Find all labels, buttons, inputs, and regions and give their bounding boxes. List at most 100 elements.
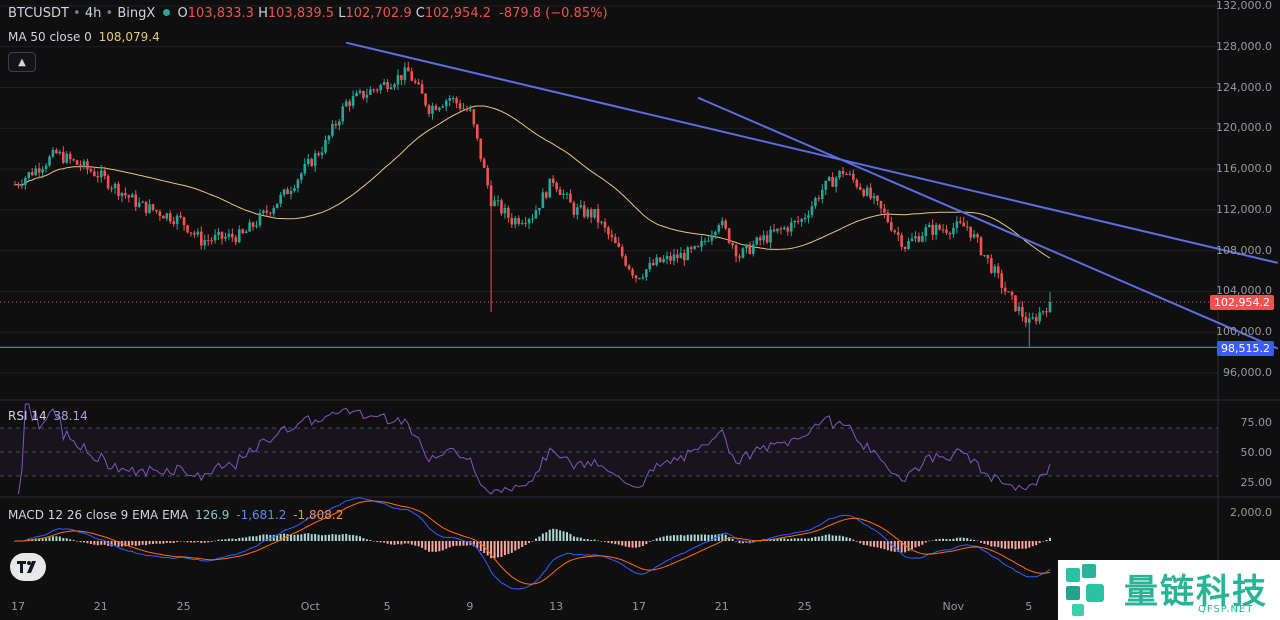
- candle-body: [441, 106, 445, 108]
- macd-histogram-bar: [162, 541, 165, 544]
- candle: [417, 78, 420, 86]
- macd-histogram-bar: [900, 541, 903, 553]
- macd-histogram-bar: [76, 541, 79, 542]
- candle-body: [272, 208, 276, 214]
- candle: [610, 229, 614, 242]
- ma-legend[interactable]: MA 50 close 0 108,079.4: [8, 30, 160, 44]
- candle: [186, 224, 189, 234]
- candle-body: [752, 244, 755, 254]
- candle: [172, 216, 175, 227]
- candle-body: [303, 163, 307, 174]
- macd-histogram-bar: [579, 537, 582, 541]
- candle: [814, 196, 817, 209]
- candle-body: [13, 184, 17, 186]
- candle: [783, 225, 786, 231]
- rsi-legend[interactable]: RSI 14 38.14: [8, 409, 88, 423]
- legend-header: BTCUSDT • 4h • BingX O103,833.3 H103,839…: [8, 6, 608, 21]
- candle-body: [131, 194, 134, 198]
- candle: [869, 183, 872, 200]
- macd-histogram-bar: [1024, 541, 1027, 549]
- macd-histogram-bar: [990, 541, 993, 547]
- macd-histogram-bar: [238, 537, 241, 541]
- macd-histogram-bar: [955, 537, 958, 541]
- macd-histogram-bar: [89, 541, 92, 544]
- candle-body: [58, 151, 62, 154]
- candle: [82, 159, 86, 170]
- separator: •: [105, 6, 114, 21]
- candle-body: [24, 177, 27, 185]
- macd-histogram-bar: [221, 539, 223, 541]
- candle: [517, 215, 520, 227]
- candle: [538, 207, 541, 215]
- macd-histogram-bar: [652, 540, 655, 541]
- candle-body: [379, 84, 382, 91]
- candle-body: [434, 105, 438, 110]
- macd-histogram-bar: [376, 541, 379, 542]
- candle-body: [75, 160, 79, 165]
- candle-body: [82, 161, 86, 167]
- candle-body: [910, 238, 914, 241]
- candle: [986, 254, 990, 264]
- macd-histogram-bar: [662, 536, 665, 541]
- watermark-brand: 量链科技: [1124, 572, 1268, 612]
- candle-body: [607, 227, 610, 235]
- candle: [13, 180, 17, 186]
- candle: [455, 96, 458, 109]
- candle-body: [72, 159, 75, 161]
- macd-histogram-bar: [907, 541, 910, 551]
- interval[interactable]: 4h: [84, 6, 102, 21]
- candle: [631, 267, 634, 279]
- candle: [327, 134, 331, 145]
- tradingview-logo[interactable]: [10, 553, 46, 581]
- candle-body: [231, 233, 234, 238]
- macd-histogram-bar: [569, 533, 572, 541]
- candle: [86, 158, 89, 175]
- candle-body: [127, 195, 131, 198]
- candle-body: [217, 231, 220, 235]
- candle: [931, 219, 934, 241]
- macd-histogram-bar: [700, 534, 703, 541]
- candle-body: [427, 105, 431, 114]
- candle: [30, 168, 34, 177]
- candle: [396, 69, 400, 90]
- candle-body: [924, 227, 928, 237]
- collapse-legend-button[interactable]: ▲: [8, 52, 36, 72]
- macd-legend[interactable]: MACD 12 26 close 9 EMA EMA 126.9 -1,681.…: [8, 508, 343, 522]
- macd-histogram-bar: [283, 533, 286, 541]
- candle-body: [741, 248, 745, 258]
- candle: [58, 149, 62, 156]
- candle-body: [1000, 273, 1003, 288]
- macd-histogram-bar: [500, 541, 503, 557]
- macd-histogram-bar: [441, 541, 444, 551]
- candle: [334, 120, 338, 129]
- macd-histogram-bar: [403, 541, 406, 544]
- rsi-level-50: 50.00: [1240, 446, 1273, 459]
- candle: [248, 219, 251, 232]
- candle-body: [244, 231, 248, 234]
- macd-histogram-bar: [189, 541, 192, 543]
- candle-body: [1021, 306, 1024, 317]
- macd-histogram-bar: [455, 541, 458, 546]
- symbol-name[interactable]: BTCUSDT: [8, 6, 69, 21]
- macd-histogram-bar: [545, 532, 548, 541]
- macd-histogram-bar: [962, 537, 965, 541]
- candle-body: [965, 226, 969, 228]
- time-tick-label: 5: [383, 600, 391, 613]
- macd-histogram-bar: [479, 541, 482, 551]
- candle-body: [576, 207, 579, 215]
- high-value: 103,839.5: [267, 6, 335, 21]
- macd-histogram-bar: [72, 540, 75, 541]
- candle: [482, 157, 486, 169]
- macd-histogram-bar: [776, 538, 779, 541]
- candle: [752, 240, 755, 257]
- macd-histogram-bar: [100, 541, 103, 545]
- candle: [972, 230, 976, 239]
- candle: [831, 172, 834, 187]
- candle: [320, 146, 324, 159]
- candle: [558, 186, 562, 196]
- macd-histogram-bar: [169, 541, 172, 543]
- candle: [648, 256, 652, 272]
- candle: [624, 253, 627, 268]
- candle: [755, 236, 759, 246]
